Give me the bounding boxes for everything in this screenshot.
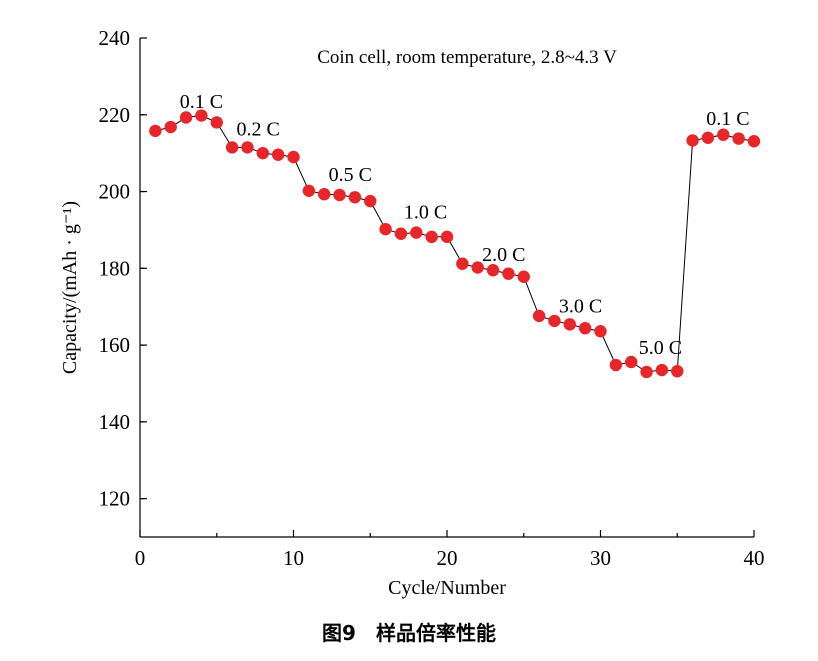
rate-label: 0.5 C: [329, 164, 372, 186]
x-tick-label: 30: [590, 546, 611, 570]
data-point: [578, 321, 592, 335]
data-point: [517, 270, 530, 283]
x-ticks: 0 10 20 30 40: [135, 530, 765, 570]
data-point: [318, 188, 331, 201]
data-point: [149, 124, 162, 138]
data-point: [532, 309, 546, 323]
data-point: [287, 150, 300, 164]
data-point: [271, 148, 285, 161]
rate-label: 0.1 C: [180, 91, 223, 113]
data-point: [686, 134, 699, 147]
y-tick-label: 160: [99, 333, 131, 357]
data-point: [210, 116, 223, 129]
x-axis-title: Cycle/Number: [388, 577, 506, 599]
data-point: [747, 135, 761, 148]
y-tick-label: 120: [99, 487, 131, 511]
data-point: [333, 188, 346, 202]
data-point: [379, 222, 392, 236]
rate-capability-chart: 0 10 20 30 40 120 140 160 180 200 220 240 0.1 C 0.2…: [59, 26, 765, 599]
data-point: [195, 109, 208, 122]
data-point: [594, 325, 607, 338]
data-point: [179, 111, 193, 124]
data-point: [655, 363, 669, 377]
data-point: [394, 227, 408, 240]
series-connector-line: [155, 114, 755, 373]
x-tick-label: 10: [283, 546, 304, 570]
y-tick-label: 220: [99, 103, 131, 127]
data-point: [410, 226, 423, 239]
data-point: [425, 230, 438, 244]
rate-label: 2.0 C: [482, 244, 525, 266]
data-point: [471, 261, 484, 274]
data-point: [164, 120, 177, 134]
data-point: [548, 314, 561, 328]
data-point: [625, 355, 638, 369]
rate-annotations: 0.1 C 0.2 C 0.5 C 1.0 C 2.0 C 3.0 C 5.0 C 0.1 C: [180, 91, 750, 359]
data-point: [302, 184, 316, 197]
data-point: [732, 132, 745, 145]
data-point: [256, 146, 269, 160]
data-point: [717, 128, 730, 141]
data-point: [486, 264, 500, 277]
data-point: [701, 131, 715, 144]
y-tick-label: 140: [99, 410, 131, 434]
rate-label: 0.1 C: [706, 108, 749, 130]
data-point: [671, 364, 684, 378]
y-axis-title: Capacity/(mAh · g⁻¹): [59, 201, 81, 374]
data-point: [225, 141, 239, 154]
data-points: [149, 109, 761, 379]
data-point: [456, 257, 469, 270]
rate-label: 0.2 C: [237, 118, 280, 140]
x-tick-label: 20: [437, 546, 458, 570]
data-point: [241, 141, 254, 154]
data-point: [609, 358, 623, 372]
x-tick-label: 40: [744, 546, 765, 570]
data-point: [563, 318, 576, 331]
data-point: [640, 365, 653, 379]
y-tick-label: 200: [99, 180, 131, 204]
data-point: [364, 194, 377, 208]
rate-label: 3.0 C: [559, 295, 602, 317]
x-tick-label: 0: [135, 546, 146, 570]
figure-caption: 图9 样品倍率性能: [322, 621, 496, 645]
y-tick-label: 240: [99, 26, 131, 50]
data-point: [440, 230, 454, 244]
y-tick-label: 180: [99, 256, 131, 280]
chart-title: Coin cell, room temperature, 2.8~4.3 V: [317, 47, 617, 68]
data-point: [502, 267, 515, 280]
rate-label: 5.0 C: [639, 337, 682, 359]
data-point: [348, 191, 362, 204]
rate-label: 1.0 C: [404, 201, 447, 223]
y-ticks: 120 140 160 180 200 220 240: [99, 26, 147, 511]
